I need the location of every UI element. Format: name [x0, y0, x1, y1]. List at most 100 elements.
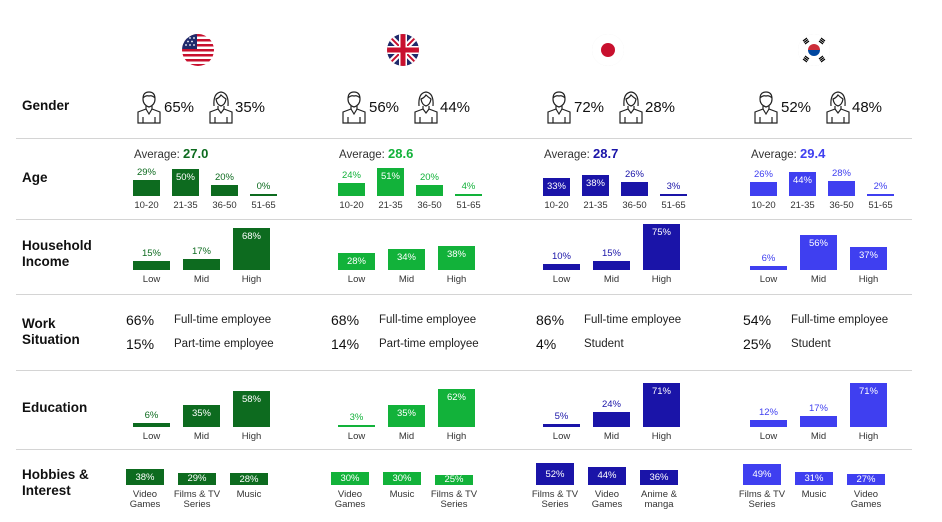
education-bar	[800, 416, 837, 427]
education-bar	[233, 391, 270, 427]
age-bar	[867, 194, 894, 196]
age-bar	[789, 171, 816, 196]
hobbies-bar	[230, 473, 268, 485]
hobbies-bar	[795, 471, 833, 485]
hobbies-category-label: Anime & manga	[641, 489, 677, 510]
income-category-label: Low	[759, 274, 778, 285]
education-bar	[338, 425, 375, 427]
male-person-icon	[546, 90, 572, 129]
hobbies-value-label: 31%	[804, 472, 824, 484]
age-value-label: 29%	[136, 167, 156, 179]
male-percentage: 56%	[369, 99, 400, 116]
age-bar	[377, 167, 404, 196]
hobbies-category-label: Films & TV Series	[430, 489, 478, 510]
education-bar	[133, 423, 170, 427]
income-value-label: 6%	[761, 253, 776, 265]
hobbies-bar	[435, 474, 473, 485]
work-label: Full-time employee	[379, 314, 477, 326]
income-category-label: High	[446, 274, 467, 285]
work-label: Student	[791, 338, 831, 350]
male-person-icon	[753, 90, 779, 129]
income-value-label: 10%	[551, 250, 571, 262]
age-value-label: 2%	[873, 181, 888, 192]
hobbies-category-label: Video Games	[129, 489, 161, 510]
income-value-label: 15%	[141, 247, 161, 259]
age-bar	[250, 194, 277, 196]
row-label-education: Education	[22, 400, 88, 415]
education-category-label: High	[651, 431, 672, 442]
age-value-label: 50%	[175, 171, 195, 183]
income-value-label: 75%	[651, 226, 671, 238]
education-bar	[543, 423, 580, 427]
age-average-value: 28.6	[388, 146, 414, 161]
work-percentage: 66%	[126, 312, 155, 328]
education-value-label: 35%	[191, 408, 211, 420]
hobbies-value-label: 25%	[444, 474, 464, 486]
age-category-label: 21-35	[583, 200, 608, 211]
education-category-label: High	[858, 431, 879, 442]
education-category-label: Low	[347, 431, 366, 442]
education-value-label: 58%	[241, 394, 261, 406]
age-bar	[750, 181, 777, 196]
age-category-label: 21-35	[790, 200, 815, 211]
education-value-label: 62%	[446, 391, 466, 403]
age-value-label: 3%	[666, 181, 681, 192]
education-value-label: 24%	[601, 399, 621, 411]
education-value-label: 6%	[144, 410, 159, 422]
work-label: Full-time employee	[174, 314, 272, 326]
age-category-label: 36-50	[212, 200, 237, 211]
education-bar	[183, 405, 220, 427]
age-value-label: 26%	[624, 168, 644, 180]
female-person-icon	[618, 90, 644, 129]
male-person-icon	[136, 90, 162, 129]
female-person-icon	[825, 90, 851, 129]
income-value-label: 28%	[346, 255, 366, 267]
work-label: Full-time employee	[791, 314, 889, 326]
row-label-income: Household Income	[22, 238, 92, 269]
education-value-label: 5%	[554, 410, 569, 422]
age-average-value: 27.0	[183, 146, 209, 161]
work-percentage: 86%	[536, 312, 565, 328]
income-category-label: Mid	[603, 274, 620, 285]
hobbies-category-label: Music	[389, 489, 415, 500]
age-bar	[621, 181, 648, 196]
hobbies-category-label: Films & TV Series	[738, 489, 786, 510]
income-category-label: Low	[347, 274, 366, 285]
work-percentage: 4%	[536, 336, 557, 352]
hobbies-category-label: Video Games	[850, 489, 882, 510]
education-category-label: Low	[142, 431, 161, 442]
education-bar	[438, 388, 475, 427]
income-bar	[338, 252, 375, 270]
education-value-label: 3%	[349, 412, 364, 423]
education-category-label: Mid	[603, 431, 620, 442]
age-value-label: 26%	[753, 168, 773, 180]
age-bar	[543, 177, 570, 196]
age-category-label: 51-65	[251, 200, 276, 211]
age-value-label: 4%	[461, 180, 476, 192]
education-category-label: Low	[552, 431, 571, 442]
separator	[16, 138, 912, 139]
uk-flag-icon	[387, 34, 419, 66]
income-category-label: Mid	[810, 274, 827, 285]
age-value-label: 28%	[831, 167, 851, 179]
income-value-label: 38%	[446, 249, 466, 261]
education-bar	[850, 382, 887, 427]
age-category-label: 51-65	[456, 200, 481, 211]
age-category-label: 21-35	[173, 200, 198, 211]
hobbies-value-label: 36%	[649, 471, 669, 483]
income-category-label: Mid	[398, 274, 415, 285]
row-label-gender: Gender	[22, 98, 70, 113]
separator	[16, 294, 912, 295]
income-bar	[388, 248, 425, 270]
age-category-label: 51-65	[868, 200, 893, 211]
age-bar	[172, 168, 199, 196]
age-category-label: 10-20	[544, 200, 569, 211]
hobbies-category-label: Video Games	[591, 489, 623, 510]
age-average: Average: 28.6	[339, 146, 413, 161]
age-value-label: 0%	[256, 181, 271, 192]
male-percentage: 52%	[781, 99, 812, 116]
hobbies-bar	[640, 469, 678, 485]
income-bar	[750, 266, 787, 270]
work-label: Part-time employee	[379, 338, 479, 350]
male-percentage: 72%	[574, 99, 605, 116]
